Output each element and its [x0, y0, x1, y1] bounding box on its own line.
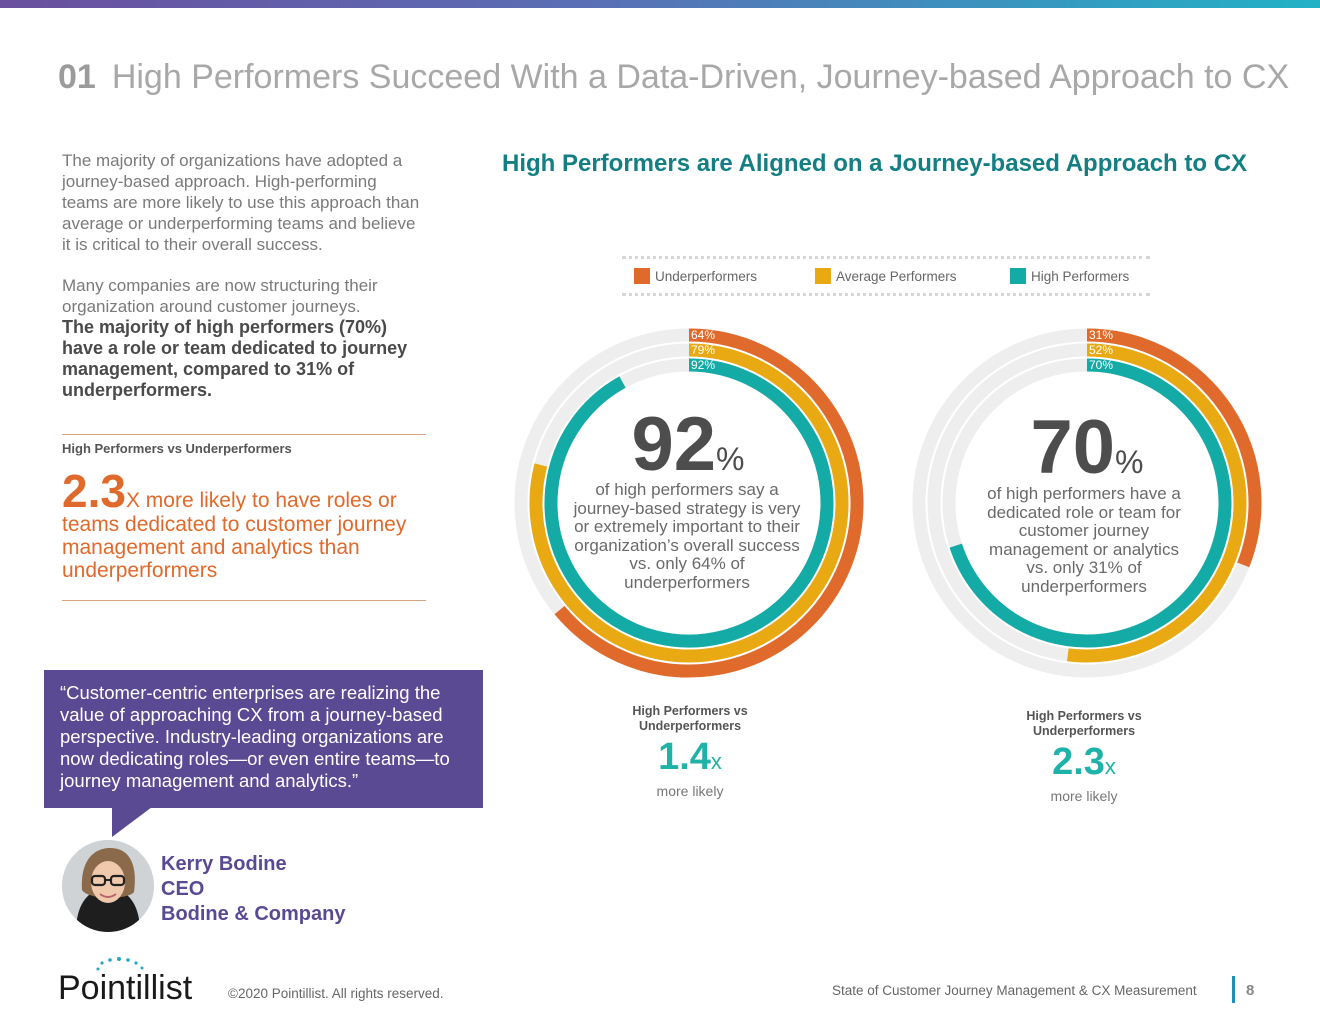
center-value: 92 — [631, 402, 717, 487]
ring-arc-average-performers — [1067, 343, 1247, 663]
legend-label: Average Performers — [836, 268, 957, 284]
page-number: 8 — [1246, 982, 1255, 999]
quote-box: “Customer-centric enterprises are realiz… — [44, 670, 483, 808]
radial-chart-dedicated-team: 31%52%70% — [912, 328, 1262, 678]
ring-value-label: 31% — [1089, 328, 1113, 342]
page-title: 01 High Performers Succeed With a Data-Dr… — [58, 58, 1289, 97]
legend-item-underperformers: Underperformers — [634, 268, 757, 284]
legend-item-average: Average Performers — [815, 268, 957, 284]
ring-arc-underperformers — [1086, 328, 1262, 568]
center-unit: % — [716, 441, 745, 477]
stat-callout: High Performers vs Underperformers 2.3X … — [62, 434, 426, 601]
comparison-label: High Performers vs Underperformers — [1026, 709, 1142, 738]
comparison-sub: more likely — [656, 783, 724, 799]
intro-paragraph-2-bold: The majority of high performers (70%) ha… — [62, 317, 408, 400]
logo-text: Pointillist — [58, 969, 193, 1006]
quote-tail — [112, 807, 152, 837]
comparison-unit: x — [710, 749, 722, 774]
comparison-strategy: High Performers vs Underperformers 1.4x … — [600, 704, 780, 799]
center-value-dedicated-team: 70% — [987, 403, 1187, 507]
person-name: Kerry Bodine — [161, 853, 287, 875]
comparison-value: 1.4x — [600, 736, 780, 783]
ring-value-label: 70% — [1089, 358, 1113, 372]
section-number: 01 — [58, 58, 96, 96]
ring-value-label: 79% — [691, 343, 715, 357]
quote-text: “Customer-centric enterprises are realiz… — [60, 682, 450, 791]
center-value: 70 — [1030, 405, 1116, 490]
comparison-sub: more likely — [1050, 788, 1118, 804]
report-title: State of Customer Journey Management & C… — [832, 983, 1197, 998]
comparison-label: High Performers vs Underperformers — [632, 704, 748, 733]
quote-attribution: Kerry Bodine CEO Bodine & Company — [161, 852, 345, 927]
chart-title: High Performers are Aligned on a Journey… — [502, 150, 1248, 177]
ring-arc-underperformers — [554, 328, 864, 678]
center-unit: % — [1115, 444, 1144, 480]
chart-legend: Underperformers Average Performers High … — [622, 256, 1150, 296]
intro-text: The majority of organizations have adopt… — [62, 150, 424, 401]
comparison-number: 2.3 — [1052, 741, 1105, 783]
intro-paragraph-2-text: Many companies are now structuring their… — [62, 276, 378, 316]
section-title: High Performers Succeed With a Data-Driv… — [111, 58, 1290, 96]
legend-label: Underperformers — [655, 268, 758, 284]
stat-big-number: 2.3 — [62, 465, 126, 517]
center-text-strategy: of high performers say a journey-based s… — [573, 480, 801, 592]
top-gradient-bar — [0, 0, 1320, 8]
person-company: Bodine & Company — [161, 903, 346, 925]
legend-swatch — [634, 268, 650, 284]
person-portrait-icon — [62, 840, 154, 932]
ring-arc-high-performers — [544, 358, 834, 648]
copyright: ©2020 Pointillist. All rights reserved. — [228, 986, 444, 1001]
center-text-dedicated-team: of high performers have a dedicated role… — [987, 484, 1181, 596]
comparison-dedicated-team: High Performers vs Underperformers 2.3x … — [994, 709, 1174, 804]
ring-value-label: 52% — [1089, 343, 1113, 357]
avatar — [62, 840, 154, 932]
footer-separator — [1232, 976, 1235, 1003]
comparison-number: 1.4 — [658, 736, 711, 778]
person-role: CEO — [161, 878, 205, 900]
ring-arc-average-performers — [529, 343, 849, 663]
pointillist-logo: Pointillist — [58, 957, 193, 1006]
ring-value-label: 92% — [691, 358, 715, 372]
ring-value-label: 64% — [691, 328, 715, 342]
legend-swatch — [1010, 268, 1026, 284]
radial-chart-strategy: 64%79%92% — [514, 328, 864, 678]
comparison-unit: x — [1104, 754, 1116, 779]
intro-paragraph-2: Many companies are now structuring their… — [62, 275, 424, 401]
stat-text: 2.3X more likely to have roles or teams … — [62, 468, 422, 582]
ring-arc-high-performers — [949, 358, 1232, 648]
legend-label: High Performers — [1031, 268, 1130, 284]
stat-label: High Performers vs Underperformers — [62, 441, 292, 456]
legend-item-high: High Performers — [1010, 268, 1129, 284]
stat-description: X more likely to have roles or teams ded… — [62, 489, 407, 582]
comparison-value: 2.3x — [994, 741, 1174, 788]
intro-paragraph-1: The majority of organizations have adopt… — [62, 151, 420, 254]
center-value-strategy: 92% — [588, 400, 788, 504]
legend-swatch — [815, 268, 831, 284]
